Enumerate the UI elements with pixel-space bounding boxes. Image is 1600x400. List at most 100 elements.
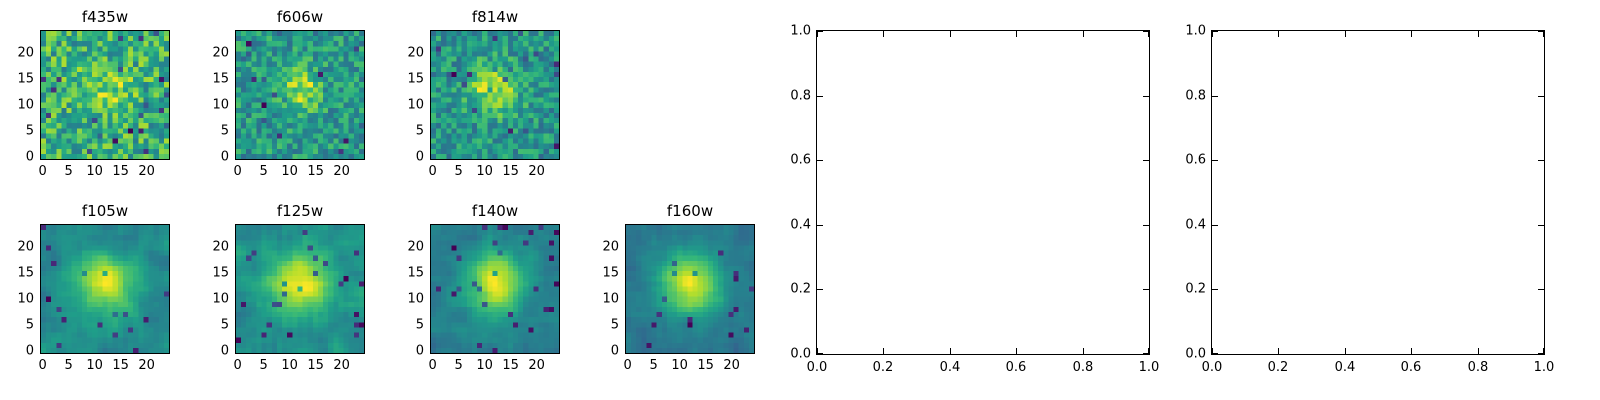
- x-tick-mark: [1345, 348, 1346, 354]
- y-tick-label: 0: [220, 149, 229, 165]
- x-tick-mark: [1543, 348, 1544, 354]
- y-tick-mark: [1212, 225, 1218, 226]
- x-tick-label: 0: [428, 164, 437, 179]
- x-tick-label: 10: [476, 358, 493, 373]
- y-tick-mark: [1143, 31, 1149, 32]
- y-tick-label: 10: [212, 97, 229, 113]
- x-tick-label: 10: [281, 164, 298, 179]
- heatmap-image-frame: [40, 30, 170, 160]
- x-tick-label: 0: [233, 164, 242, 179]
- x-tick-mark: [1083, 348, 1084, 354]
- y-tick-label: 5: [25, 123, 34, 139]
- y-tick-label: 15: [17, 71, 34, 87]
- y-tick-label: 0.0: [790, 346, 811, 362]
- y-tick-label: 0: [220, 343, 229, 359]
- y-tick-label: 0.2: [1185, 281, 1206, 297]
- panel-title: f606w: [276, 8, 324, 26]
- y-tick-label: 15: [212, 265, 229, 281]
- x-tick-label: 15: [307, 358, 324, 373]
- x-tick-mark: [1411, 31, 1412, 37]
- x-tick-label: 0: [38, 358, 47, 373]
- panel-title: f814w: [471, 8, 519, 26]
- y-tick-mark: [1143, 160, 1149, 161]
- y-tick-label: 15: [212, 71, 229, 87]
- y-tick-label: 0.0: [1185, 346, 1206, 362]
- x-tick-label: 5: [454, 164, 463, 179]
- x-tick-label: 20: [138, 164, 155, 179]
- x-tick-label: 15: [697, 358, 714, 373]
- heatmap-canvas: [41, 31, 169, 159]
- x-tick-mark: [883, 31, 884, 37]
- x-tick-mark: [1016, 31, 1017, 37]
- y-tick-label: 15: [17, 265, 34, 281]
- heatmap-image-frame: [235, 224, 365, 354]
- x-tick-label: 15: [112, 358, 129, 373]
- y-tick-mark: [817, 353, 823, 354]
- x-tick-mark: [1083, 31, 1084, 37]
- y-tick-label: 0: [25, 343, 34, 359]
- x-tick-mark: [1478, 31, 1479, 37]
- x-tick-label: 0.0: [1201, 360, 1223, 375]
- y-tick-label: 0.6: [790, 152, 811, 168]
- y-tick-label: 10: [602, 291, 619, 307]
- heatmap-canvas: [431, 225, 559, 353]
- y-tick-label: 20: [407, 45, 424, 61]
- y-tick-mark: [1538, 31, 1544, 32]
- x-tick-label: 20: [138, 358, 155, 373]
- x-tick-label: 5: [64, 358, 73, 373]
- heatmap-panel-f606w: f606w 0 5 10 15 20 0 5 10 15 20: [212, 8, 365, 178]
- x-tick-label: 15: [307, 164, 324, 179]
- x-tick-label: 20: [528, 164, 545, 179]
- x-tick-label: 15: [502, 358, 519, 373]
- y-tick-label: 10: [407, 291, 424, 307]
- y-tick-label: 5: [220, 317, 229, 333]
- heatmap-canvas: [626, 225, 754, 353]
- panel-title: f140w: [471, 202, 519, 220]
- empty-axes-1: 0.0 0.2 0.4 0.6 0.8 1.0 0.0 0.2 0.4 0.6 0.8 1.0: [790, 25, 1159, 375]
- heatmap-image-frame: [40, 224, 170, 354]
- heatmap-image-frame: [235, 30, 365, 160]
- x-tick-label: 5: [259, 164, 268, 179]
- x-tick-mark: [883, 348, 884, 354]
- y-tick-label: 0.8: [790, 88, 811, 104]
- x-tick-label: 5: [454, 358, 463, 373]
- heatmap-canvas: [431, 31, 559, 159]
- x-tick-label: 10: [86, 358, 103, 373]
- y-tick-label: 1.0: [1185, 23, 1206, 39]
- x-tick-mark: [1478, 348, 1479, 354]
- x-tick-label: 0: [38, 164, 47, 179]
- y-tick-label: 20: [407, 239, 424, 255]
- x-tick-mark: [817, 348, 818, 354]
- y-tick-mark: [1212, 353, 1218, 354]
- x-tick-label: 0.8: [1072, 360, 1094, 375]
- x-tick-label: 10: [476, 164, 493, 179]
- x-tick-mark: [1016, 348, 1017, 354]
- x-tick-label: 0.8: [1467, 360, 1489, 375]
- heatmap-canvas: [236, 225, 364, 353]
- y-tick-label: 20: [602, 239, 619, 255]
- y-tick-mark: [1538, 96, 1544, 97]
- y-tick-label: 20: [17, 45, 34, 61]
- heatmap-canvas: [41, 225, 169, 353]
- x-tick-label: 10: [281, 358, 298, 373]
- x-tick-label: 10: [671, 358, 688, 373]
- x-tick-label: 20: [333, 358, 350, 373]
- y-tick-mark: [1538, 160, 1544, 161]
- x-tick-mark: [1212, 31, 1213, 37]
- y-tick-label: 5: [220, 123, 229, 139]
- y-tick-label: 0.4: [1185, 217, 1206, 233]
- heatmap-canvas: [236, 31, 364, 159]
- x-tick-label: 0: [233, 358, 242, 373]
- x-tick-label: 0.0: [806, 360, 828, 375]
- y-tick-label: 10: [17, 291, 34, 307]
- x-tick-label: 10: [86, 164, 103, 179]
- y-tick-mark: [817, 225, 823, 226]
- y-tick-label: 5: [25, 317, 34, 333]
- x-tick-label: 0: [428, 358, 437, 373]
- y-tick-label: 0.4: [790, 217, 811, 233]
- heatmap-panel-f160w: f160w 0 5 10 15 20 0 5 10 15 20: [602, 202, 755, 372]
- y-tick-mark: [1212, 96, 1218, 97]
- x-tick-mark: [950, 31, 951, 37]
- y-tick-mark: [817, 289, 823, 290]
- x-tick-label: 1.0: [1138, 360, 1160, 375]
